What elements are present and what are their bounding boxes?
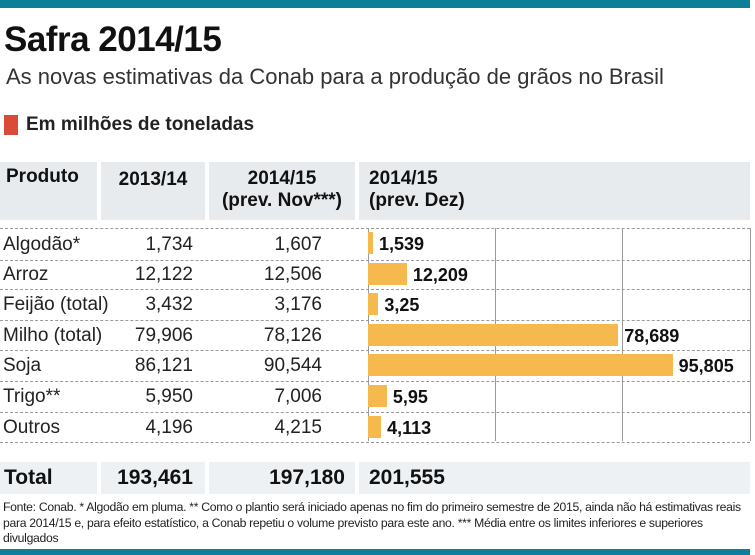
bar-label-0: 1,539	[379, 234, 425, 254]
table-row: Milho (total) 79,906 78,126	[0, 320, 750, 352]
bar-label-2: 3,25	[384, 295, 420, 316]
bar-5	[368, 385, 387, 407]
bar-3	[368, 323, 619, 346]
cell-nov: 3,176	[274, 294, 322, 316]
square-marker-icon	[4, 115, 18, 135]
source-footnote: Fonte: Conab. * Algodão em pluma. ** Com…	[3, 500, 741, 545]
bar-label-5: 5,95	[392, 387, 428, 407]
cell-2013: 86,121	[134, 355, 193, 377]
cell-produto: Feijão (total)	[3, 294, 109, 316]
total-nov-cell: 197,180	[209, 462, 355, 494]
table-row: Trigo** 5,950 7,006	[0, 381, 750, 413]
total-label: Total	[4, 466, 53, 489]
total-nov: 197,180	[269, 466, 345, 489]
cell-nov: 4,215	[274, 416, 322, 438]
table-row: Algodão* 1,734 1,607	[0, 228, 750, 261]
cell-produto: Soja	[3, 355, 42, 377]
bar-label-3: 78,689	[624, 325, 680, 346]
cell-nov: 7,006	[274, 386, 322, 407]
gridline-80	[622, 228, 624, 441]
header-dez-line2: (prev. Dez)	[369, 190, 465, 211]
header-nov-line1: 2014/15	[247, 168, 317, 189]
total-2013: 193,461	[117, 466, 193, 489]
cell-2013: 79,906	[134, 324, 193, 346]
cell-2013: 1,734	[145, 234, 193, 255]
cell-produto: Arroz	[3, 263, 49, 285]
bar-0	[368, 232, 373, 254]
bar-chart: 1,539 12,209 3,25 78,689 95,805 5,95 4,113	[360, 228, 755, 443]
table-row: Soja 86,121 90,544	[0, 350, 750, 382]
bar-label-1: 12,209	[412, 264, 468, 285]
cell-nov: 1,607	[274, 234, 322, 255]
total-dez: 201,555	[369, 466, 445, 489]
header-produto-text: Produto	[6, 166, 79, 187]
page-title: Safra 2014/15	[4, 20, 222, 59]
cell-2013: 3,432	[145, 294, 193, 316]
bar-4	[368, 354, 673, 377]
header-dez: 2014/15 (prev. Dez)	[359, 162, 750, 220]
cell-produto: Trigo**	[3, 386, 61, 407]
cell-2013: 12,122	[134, 263, 193, 285]
gridline-120	[749, 228, 751, 441]
unit-label: Em milhões de toneladas	[4, 114, 254, 136]
header-nov: 2014/15 (prev. Nov***)	[209, 162, 355, 220]
bar-1	[368, 262, 407, 285]
cell-produto: Outros	[3, 416, 61, 438]
total-label-cell: Total	[0, 462, 97, 494]
page-subtitle: As novas estimativas da Conab para a pro…	[6, 64, 664, 89]
header-2013: 2013/14	[101, 162, 205, 220]
cell-nov: 90,544	[263, 355, 322, 377]
cell-produto: Algodão*	[3, 234, 81, 255]
bar-2	[368, 293, 379, 316]
top-accent-bar	[0, 0, 750, 8]
header-nov-line2: (prev. Nov***)	[221, 190, 342, 211]
bottom-accent-bar	[0, 549, 750, 555]
cell-nov: 78,126	[263, 324, 322, 346]
total-dez-cell: 201,555	[359, 462, 750, 494]
table-row: Feijão (total) 3,432 3,176	[0, 289, 750, 321]
total-2013-cell: 193,461	[101, 462, 205, 494]
header-produto: Produto	[0, 162, 97, 220]
bar-label-6: 4,113	[387, 417, 432, 438]
cell-produto: Milho (total)	[3, 324, 103, 346]
table-row: Arroz 12,122 12,506	[0, 259, 750, 291]
cell-2013: 4,196	[145, 416, 193, 438]
table-row: Outros 4,196 4,215	[0, 412, 750, 444]
cell-2013: 5,950	[145, 386, 193, 407]
header-2013-text: 2013/14	[118, 169, 188, 190]
unit-label-text: Em milhões de toneladas	[26, 114, 255, 135]
bar-label-4: 95,805	[678, 356, 734, 377]
bar-6	[368, 415, 382, 438]
cell-nov: 12,506	[263, 263, 322, 285]
header-dez-line1: 2014/15	[369, 168, 438, 189]
